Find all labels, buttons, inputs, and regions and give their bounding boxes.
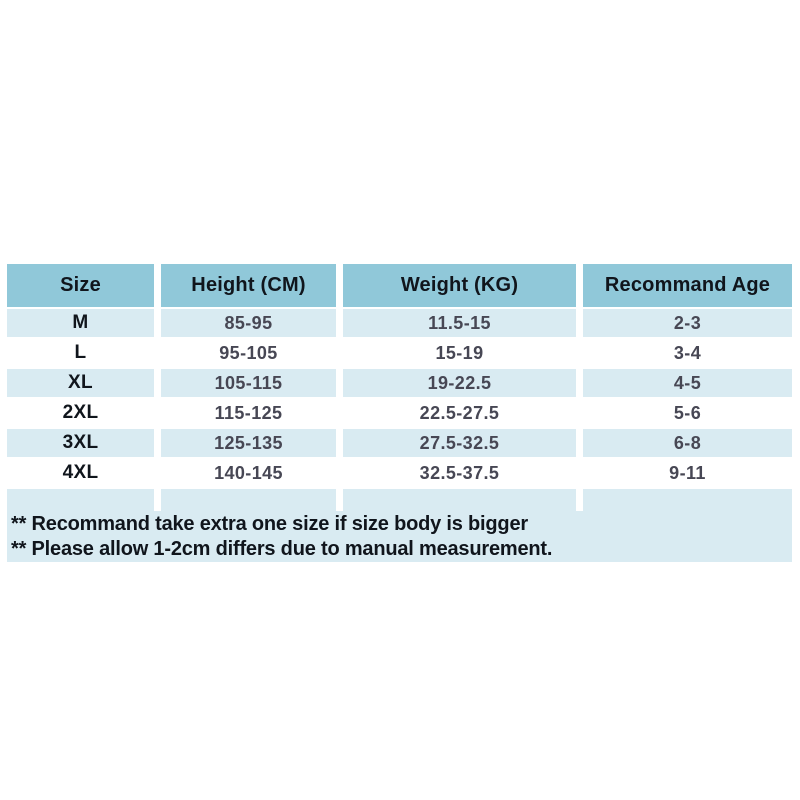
cell-age: 3-4 (583, 339, 792, 367)
cell-age: 9-11 (583, 459, 792, 487)
footnotes-block: ** Recommand take extra one size if size… (7, 511, 792, 562)
cell-size: M (7, 309, 154, 337)
cell-weight: 27.5-32.5 (343, 429, 576, 457)
size-chart-table: Size Height (CM) Weight (KG) Recommand A… (7, 264, 792, 516)
cell-weight: 15-19 (343, 339, 576, 367)
cell-height: 95-105 (161, 339, 336, 367)
cell-weight: 19-22.5 (343, 369, 576, 397)
header-height-cm: Height (CM) (161, 264, 336, 307)
cell-age: 2-3 (583, 309, 792, 337)
header-recommand-age: Recommand Age (583, 264, 792, 307)
cell-height: 125-135 (161, 429, 336, 457)
header-weight-kg: Weight (KG) (343, 264, 576, 307)
cell-size: XL (7, 369, 154, 397)
cell-height: 115-125 (161, 399, 336, 427)
cell-age: 6-8 (583, 429, 792, 457)
cell-size: 3XL (7, 429, 154, 457)
footnote-manual-measurement: ** Please allow 1-2cm differs due to man… (11, 537, 553, 560)
header-size: Size (7, 264, 154, 307)
cell-age: 4-5 (583, 369, 792, 397)
cell-weight: 11.5-15 (343, 309, 576, 337)
cell-age: 5-6 (583, 399, 792, 427)
cell-height: 105-115 (161, 369, 336, 397)
cell-height: 85-95 (161, 309, 336, 337)
cell-size: L (7, 339, 154, 367)
cell-weight: 32.5-37.5 (343, 459, 576, 487)
footnote-size-up: ** Recommand take extra one size if size… (11, 512, 528, 535)
cell-weight: 22.5-27.5 (343, 399, 576, 427)
cell-size: 4XL (7, 459, 154, 487)
cell-height: 140-145 (161, 459, 336, 487)
cell-size: 2XL (7, 399, 154, 427)
